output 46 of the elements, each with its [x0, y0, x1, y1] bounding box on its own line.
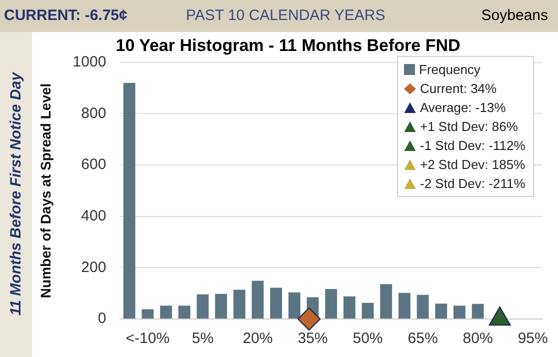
- y-tick-label: 800: [81, 104, 106, 122]
- text: Soybeans: [481, 7, 548, 24]
- text: CURRENT: -6.75¢: [4, 7, 128, 24]
- x-tick-label: 20%: [242, 330, 273, 348]
- bar: [362, 302, 374, 318]
- bar: [472, 304, 484, 318]
- y-tick-label: 200: [81, 258, 106, 276]
- bar: [142, 309, 154, 318]
- x-tick-label: 80%: [462, 330, 493, 348]
- x-tick-label: 95%: [518, 330, 548, 348]
- legend-label: Average: -13%: [420, 99, 506, 118]
- legend-label: +2 Std Dev: 185%: [420, 156, 526, 174]
- y-tick-label: 400: [81, 208, 106, 224]
- bar: [215, 294, 228, 318]
- y-tick-label: 600: [81, 156, 106, 174]
- bar: [196, 294, 209, 318]
- text: PAST 10 CALENDAR YEARS: [186, 7, 386, 24]
- bar: [288, 292, 300, 318]
- legend-label: Current: 34%: [420, 80, 497, 98]
- legend-label: +1 Std Dev: 86%: [420, 118, 518, 136]
- bar: [270, 288, 282, 318]
- bar: [123, 82, 136, 318]
- y-axis-title: Number of Days at Spread Level: [37, 83, 54, 298]
- legend-label: Frequency: [419, 61, 480, 80]
- chart-title: 10 Year Histogram - 11 Months Before FND: [116, 36, 460, 55]
- bar: [178, 306, 190, 318]
- x-tick-label: 50%: [352, 330, 383, 348]
- bar: [233, 290, 246, 318]
- x-tick-label: 35%: [298, 330, 328, 348]
- x-tick-label: 65%: [408, 330, 438, 348]
- bar: [398, 292, 410, 318]
- bar: [343, 296, 356, 318]
- x-tick-label: <-10%: [126, 330, 170, 348]
- bar: [435, 304, 448, 318]
- bar: [325, 288, 338, 318]
- legend-label: -2 Std Dev: -211%: [420, 175, 526, 194]
- bar: [252, 280, 264, 318]
- y-tick-label: 1000: [72, 54, 106, 71]
- bar: [454, 306, 466, 318]
- x-tick-label: 5%: [192, 330, 214, 348]
- bar: [416, 294, 429, 318]
- bar: [160, 306, 172, 318]
- text: 11 Months Before First Notice Day: [8, 72, 24, 316]
- bar: [380, 284, 392, 318]
- y-tick-label: 0: [98, 310, 106, 328]
- legend-label: -1 Std Dev: -112%: [420, 137, 526, 156]
